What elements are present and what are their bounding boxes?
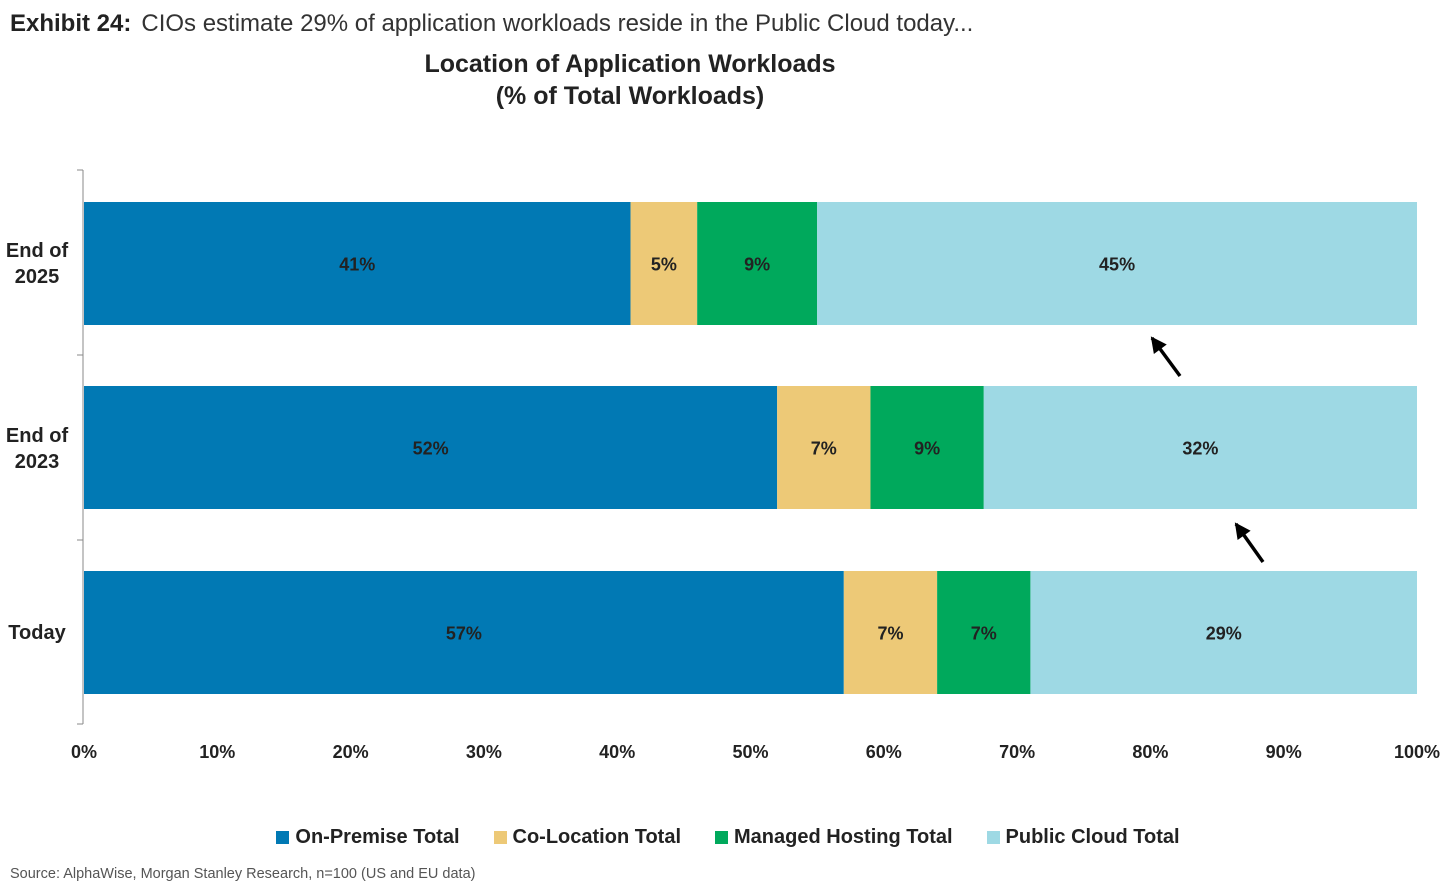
category-label: 2023 xyxy=(15,451,60,473)
bar-segment-on-premise-total xyxy=(84,386,778,509)
chart-title-line2: (% of Total Workloads) xyxy=(495,82,765,110)
bar-segment-managed-hosting-total xyxy=(937,571,1031,694)
legend-swatch xyxy=(986,831,1000,844)
chart-title-block: Location of Application Workloads (% of … xyxy=(330,48,930,112)
bar-segment-public-cloud-total xyxy=(817,202,1417,325)
legend-item: Public Cloud Total xyxy=(986,826,1180,849)
chart-legend: On-Premise Total Co-Location Total Managed… xyxy=(0,826,1456,849)
legend-label: Public Cloud Total xyxy=(1005,826,1180,848)
x-tick-label: 20% xyxy=(333,742,369,762)
bar-segment-co-location-total xyxy=(630,202,698,325)
bar-segment-co-location-total xyxy=(843,571,938,694)
data-label: 57% xyxy=(446,624,482,644)
x-tick-label: 100% xyxy=(1394,742,1440,762)
legend-item: Managed Hosting Total xyxy=(715,826,953,849)
legend-item: On-Premise Total xyxy=(276,826,460,849)
bar-segment-public-cloud-total xyxy=(1030,571,1417,694)
data-label: 29% xyxy=(1206,624,1242,644)
bar-segment-managed-hosting-total xyxy=(870,386,984,509)
category-label: 2025 xyxy=(15,266,60,288)
data-label: 7% xyxy=(877,624,903,644)
exhibit-heading: Exhibit 24: CIOs estimate 29% of applicat… xyxy=(10,10,973,38)
data-label: 32% xyxy=(1182,439,1218,459)
legend-item: Co-Location Total xyxy=(493,826,682,849)
x-tick-label: 10% xyxy=(199,742,235,762)
x-tick-label: 0% xyxy=(71,742,97,762)
legend-label: On-Premise Total xyxy=(295,826,460,848)
data-label: 9% xyxy=(914,439,940,459)
category-label: Today xyxy=(8,622,66,644)
category-label: End of xyxy=(6,240,69,262)
x-tick-label: 50% xyxy=(732,742,768,762)
annotation-arrowhead xyxy=(1150,336,1167,355)
data-label: 41% xyxy=(339,255,375,275)
x-tick-label: 30% xyxy=(466,742,502,762)
bar-segment-managed-hosting-total xyxy=(697,202,818,325)
legend-label: Co-Location Total xyxy=(512,826,682,848)
legend-swatch xyxy=(493,831,507,844)
x-tick-label: 90% xyxy=(1266,742,1302,762)
data-label: 5% xyxy=(651,255,677,275)
bar-segment-co-location-total xyxy=(777,386,871,509)
annotation-arrowhead xyxy=(1234,522,1251,541)
legend-label: Managed Hosting Total xyxy=(734,826,953,848)
data-label: 52% xyxy=(413,439,449,459)
bar-segment-on-premise-total xyxy=(84,571,844,694)
data-label: 7% xyxy=(971,624,997,644)
category-label: End of xyxy=(6,425,69,447)
data-label: 9% xyxy=(744,255,770,275)
x-tick-label: 40% xyxy=(599,742,635,762)
x-tick-label: 60% xyxy=(866,742,902,762)
stacked-bar-chart: 41% 5% 9% 45% End of 2025 52% 7% 9% 32% End of 2023… xyxy=(6,169,1440,762)
x-tick-label: 70% xyxy=(999,742,1035,762)
legend-swatch xyxy=(715,831,729,844)
exhibit-label: Exhibit 24: xyxy=(10,10,132,37)
source-note: Source: AlphaWise, Morgan Stanley Resear… xyxy=(10,866,476,882)
x-tick-label: 80% xyxy=(1132,742,1168,762)
data-label: 45% xyxy=(1099,255,1135,275)
legend-swatch xyxy=(276,831,290,844)
data-label: 7% xyxy=(811,439,837,459)
chart-title: Location of Application Workloads xyxy=(424,50,836,78)
bar-segment-on-premise-total xyxy=(84,202,631,325)
bar-segment-public-cloud-total xyxy=(983,386,1417,509)
exhibit-subtitle: CIOs estimate 29% of application workloa… xyxy=(141,10,974,37)
